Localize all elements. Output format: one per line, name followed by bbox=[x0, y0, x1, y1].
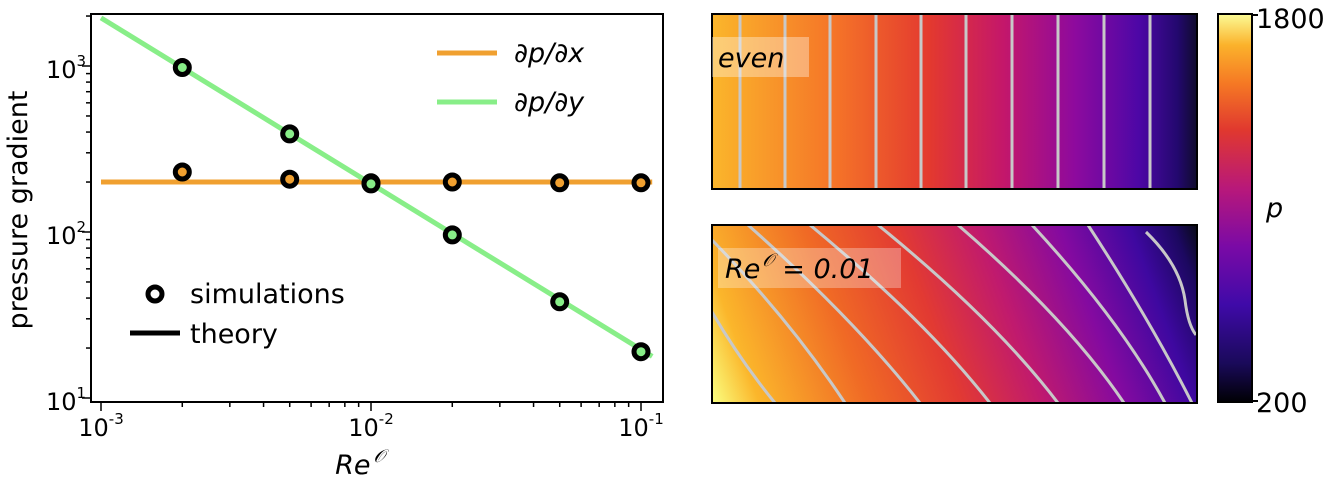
legend-marker-simulations bbox=[145, 284, 165, 304]
colorbar: 1800 200 p bbox=[1217, 4, 1325, 419]
sim-point-series-1 bbox=[550, 173, 570, 193]
axis-ticks bbox=[82, 15, 642, 411]
sim-point-series-1 bbox=[172, 162, 192, 182]
series-legend: ∂p/∂x ∂p/∂y bbox=[437, 38, 585, 118]
sim-point-series-2 bbox=[550, 292, 570, 312]
colorbar-title: p bbox=[1265, 193, 1283, 224]
legend-label-theory: theory bbox=[190, 319, 278, 350]
sim-point-series-2 bbox=[280, 124, 300, 144]
heatmap-panel-re: Re 𝒪 = 0.01 bbox=[711, 224, 1198, 404]
sim-point-series-2 bbox=[172, 58, 192, 77]
panel-label-even: even bbox=[718, 43, 784, 74]
panel-label-box-even bbox=[712, 37, 809, 77]
pressure-gradient-chart: 10-3 10-2 10-1 101 102 103 Re 𝒪 pressure … bbox=[3, 13, 664, 481]
plot-area bbox=[99, 15, 654, 362]
pressure-field-panels: even Re 𝒪 = 0.01 18 bbox=[711, 4, 1325, 419]
sim-point-series-1 bbox=[442, 172, 462, 192]
x-tick-label-3: 10-1 bbox=[618, 410, 664, 442]
sim-point-series-2 bbox=[631, 342, 651, 362]
heatmap-even-frame bbox=[711, 13, 1198, 190]
panel-label-box-re bbox=[718, 248, 901, 288]
sim-point-series-2 bbox=[361, 174, 381, 194]
y-tick-label-3: 103 bbox=[46, 52, 86, 84]
plot-frame bbox=[90, 13, 664, 403]
x-tick-label-1: 10-3 bbox=[78, 410, 124, 442]
isolines-even bbox=[738, 14, 1152, 189]
y-axis-label: pressure gradient bbox=[3, 91, 34, 330]
y-tick-label-2: 102 bbox=[46, 218, 86, 250]
heatmap-re-field bbox=[712, 225, 1197, 403]
heatmap-re-frame bbox=[711, 224, 1198, 404]
y-tick-label-1: 101 bbox=[46, 384, 86, 416]
colorbar-max-label: 1800 bbox=[1256, 4, 1325, 35]
x-axis-label: Re 𝒪 bbox=[335, 446, 389, 481]
x-tick-label-2: 10-2 bbox=[348, 410, 394, 442]
legend-label-simulations: simulations bbox=[190, 279, 345, 310]
sim-point-series-1 bbox=[280, 169, 300, 189]
marker-legend: simulations theory bbox=[130, 279, 345, 350]
heatmap-even-field bbox=[712, 14, 1197, 189]
panel-label-re: Re 𝒪 = 0.01 bbox=[725, 250, 874, 285]
colorbar-min-label: 200 bbox=[1256, 388, 1308, 419]
sim-point-series-1 bbox=[631, 173, 651, 193]
heatmap-panel-even: even bbox=[711, 13, 1198, 190]
legend-label-dpdx: ∂p/∂x bbox=[514, 38, 585, 69]
isolines-re bbox=[712, 225, 1197, 403]
sim-point-series-2 bbox=[442, 225, 462, 245]
colorbar-gradient bbox=[1217, 13, 1253, 403]
legend-label-dpdy: ∂p/∂y bbox=[514, 87, 585, 118]
